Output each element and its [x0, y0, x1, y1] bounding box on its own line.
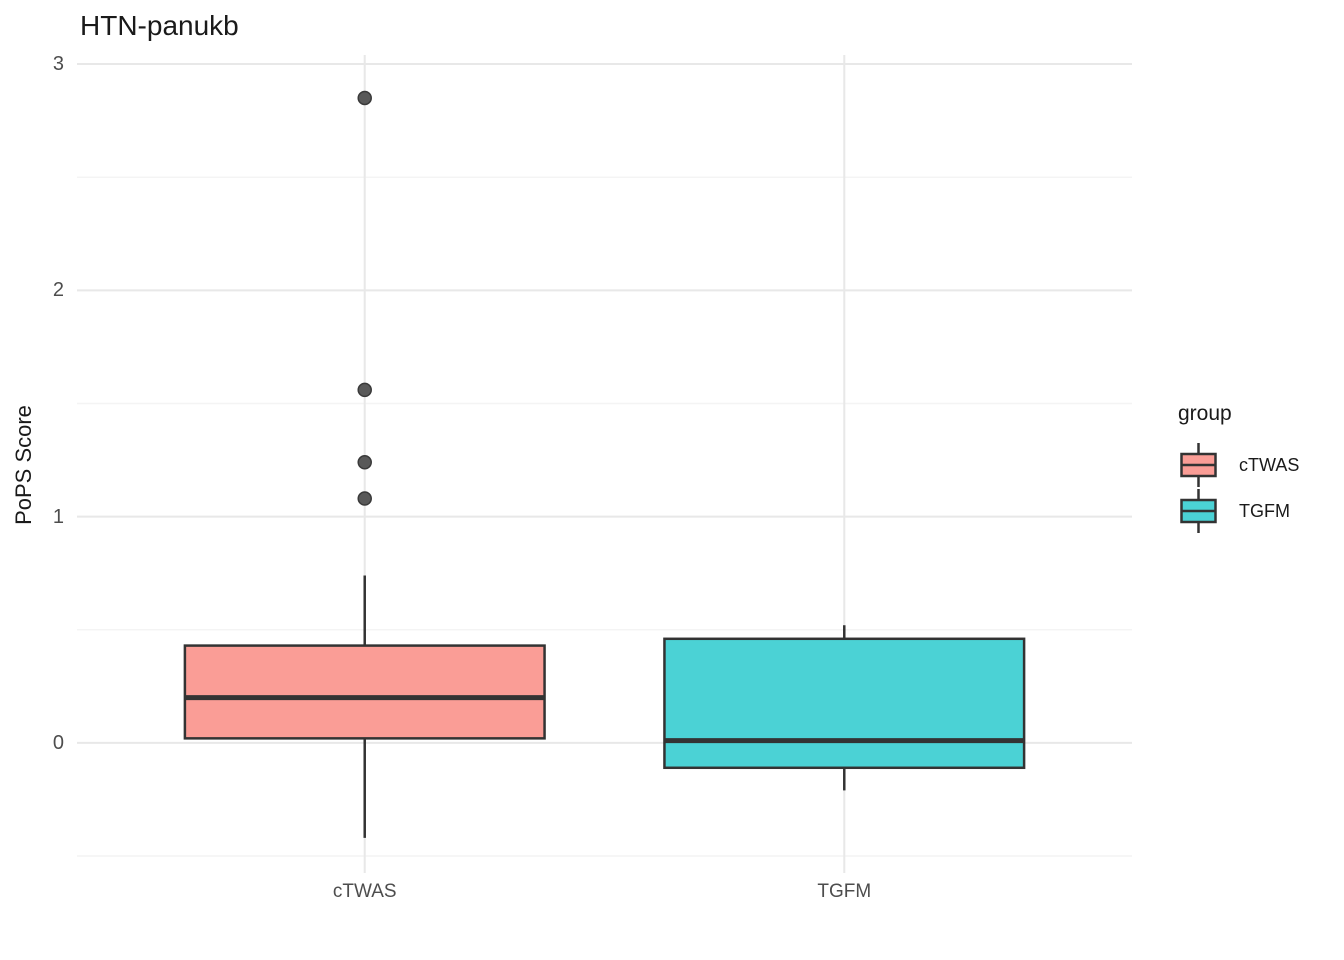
legend-key-boxplot-icon — [1180, 443, 1217, 487]
y-axis-title: PoPS Score — [11, 405, 36, 525]
y-tick-label: 0 — [52, 731, 64, 754]
plot-panel — [77, 55, 1132, 873]
legend-item: cTWAS — [1176, 442, 1299, 488]
legend: group cTWAS TGFM — [1176, 402, 1299, 534]
y-tick-label: 3 — [52, 53, 64, 76]
y-tick-label: 1 — [52, 505, 64, 528]
boxplot-box — [663, 637, 1026, 770]
outlier-point — [357, 382, 372, 398]
legend-label: cTWAS — [1239, 454, 1300, 475]
outlier-point — [357, 491, 372, 506]
outlier-point — [357, 90, 372, 106]
legend-item: TGFM — [1176, 488, 1299, 534]
legend-title: group — [1178, 402, 1232, 425]
x-tick-label: cTWAS — [332, 881, 397, 902]
legend-key-boxplot-icon — [1180, 489, 1217, 533]
outlier-point — [357, 455, 372, 470]
boxplot-box — [183, 644, 546, 740]
plot-svg — [77, 55, 1132, 873]
legend-label: TGFM — [1239, 500, 1290, 521]
y-tick-label: 2 — [52, 279, 64, 302]
plot-title: HTN-panukb — [80, 10, 239, 41]
x-tick-label: TGFM — [817, 881, 872, 902]
